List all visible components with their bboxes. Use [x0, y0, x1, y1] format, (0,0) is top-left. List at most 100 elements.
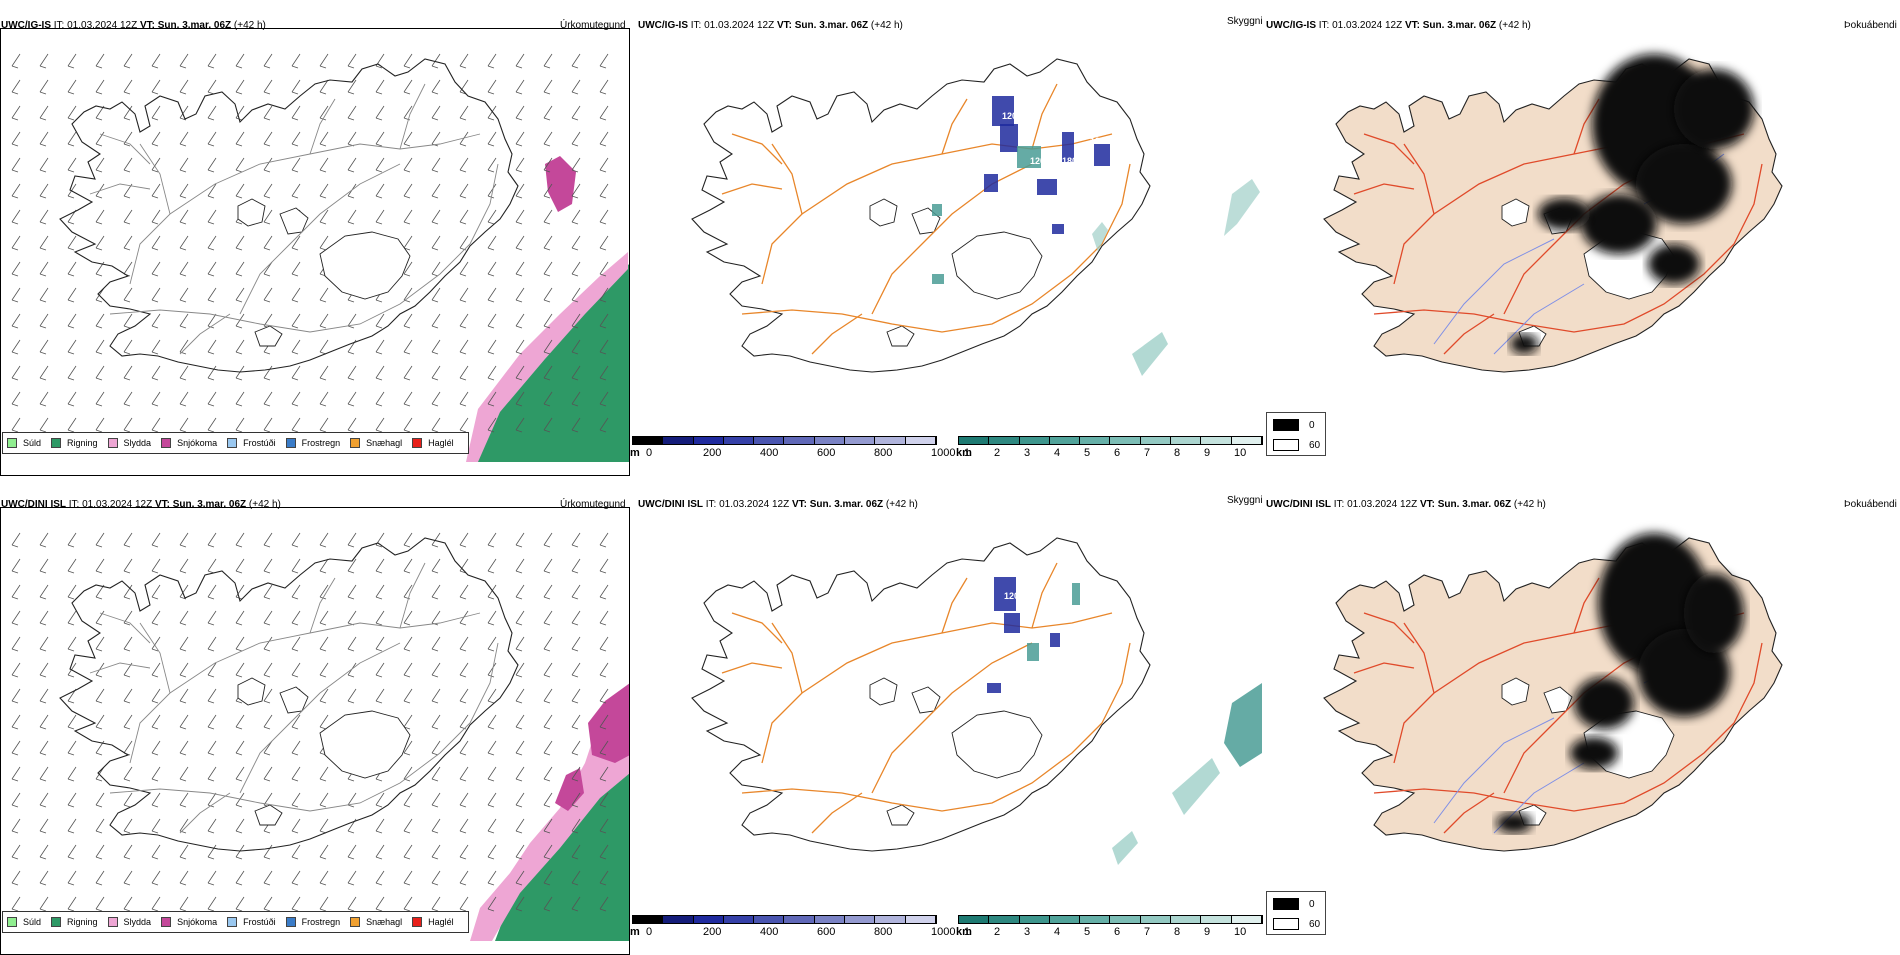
wind-barb [459, 53, 469, 69]
legend-item: Haglél [412, 917, 454, 927]
glacier-outline [869, 198, 898, 227]
road-line [309, 577, 336, 634]
road-line [941, 577, 968, 634]
wind-barb [11, 261, 21, 277]
wind-barb [235, 339, 245, 355]
glacier-outline [886, 325, 915, 347]
valid-time: Sun. 3.mar. 06Z [794, 20, 869, 31]
fog-blob [1648, 244, 1700, 284]
wind-barb [263, 105, 273, 121]
wind-barb [599, 662, 609, 678]
cloud-value-label: 120 [1004, 591, 1019, 601]
wind-barb [11, 417, 21, 433]
wind-barb [67, 662, 77, 678]
wind-barb [571, 610, 581, 626]
wind-barb [39, 532, 49, 548]
wind-barb [151, 287, 161, 303]
wind-barb [67, 584, 77, 600]
road-line [811, 792, 863, 834]
wind-barb [207, 532, 217, 548]
panel-precip-type-row1: UWC/IG-IS IT: 01.03.2024 12Z VT: Sun. 3.… [0, 14, 632, 476]
wind-barb [263, 558, 273, 574]
wind-barb [291, 105, 301, 121]
cloud-cell [987, 683, 1001, 693]
wind-barb [347, 870, 357, 886]
wind-barb [179, 766, 189, 782]
rain-area [470, 264, 630, 462]
wind-barb [235, 391, 245, 407]
wind-barb [431, 818, 441, 834]
road-line [761, 133, 1113, 285]
wind-barb [67, 417, 77, 433]
wind-barb [431, 870, 441, 886]
wind-barb [95, 417, 105, 433]
colorbar-tick: 10 [1234, 447, 1247, 459]
wind-barb [431, 417, 441, 433]
wind-barb [67, 740, 77, 756]
wind-barb [151, 714, 161, 730]
road-line [129, 612, 481, 764]
wind-barb [459, 209, 469, 225]
wind-barb [543, 261, 553, 277]
snow-area [555, 768, 584, 811]
wind-barb [319, 662, 329, 678]
model-name: UWC/IG-IS [1266, 20, 1316, 31]
wind-barb [459, 365, 469, 381]
road-line [1353, 662, 1415, 674]
legend-label: Frostregn [301, 917, 341, 927]
colorbar-segment [989, 916, 1020, 923]
vt-label: VT: [1404, 20, 1420, 31]
cloud-cell [932, 204, 942, 216]
wind-barb [571, 365, 581, 381]
valid-time: Sun. 3.mar. 06Z [809, 499, 884, 510]
wind-barb [11, 688, 21, 704]
wind-barb [67, 105, 77, 121]
glacier-outline [237, 198, 266, 227]
road-line [109, 722, 471, 812]
wind-barb [39, 183, 49, 199]
wind-barb [207, 662, 217, 678]
wind-barb [67, 636, 77, 652]
wind-barb [207, 105, 217, 121]
fog-legend-row2: 0 60 [1266, 891, 1326, 935]
wind-barb [263, 766, 273, 782]
wind-barb [207, 740, 217, 756]
wind-barb [123, 896, 133, 912]
wind-barb [95, 870, 105, 886]
wind-barb [571, 818, 581, 834]
wind-barb [11, 636, 21, 652]
wind-barb [179, 131, 189, 147]
wind-barb [599, 896, 609, 912]
wind-barb [179, 688, 189, 704]
legend-item: Slydda [107, 917, 151, 927]
wind-barb [207, 584, 217, 600]
wind-barb [319, 53, 329, 69]
wind-barb [459, 662, 469, 678]
cloud-value-label: 120 [1002, 111, 1017, 121]
wind-barb [179, 532, 189, 548]
wind-barb [123, 417, 133, 433]
legend-item: Frostúði [227, 438, 276, 448]
colorbar-segment [663, 916, 694, 923]
wind-barb [543, 558, 553, 574]
wind-barb [431, 844, 441, 860]
wind-barb [431, 365, 441, 381]
cloud-cell [992, 96, 1014, 126]
wind-barb [347, 391, 357, 407]
road-line [129, 133, 481, 285]
road-line [1573, 577, 1600, 634]
map-precip-row1 [11, 53, 630, 462]
wind-barb [207, 636, 217, 652]
wind-barb [123, 818, 133, 834]
road-line [399, 83, 426, 150]
wind-barb [319, 417, 329, 433]
fog-blob [1510, 334, 1538, 354]
wind-barb [403, 391, 413, 407]
wind-barb [179, 365, 189, 381]
wind-barb [515, 339, 525, 355]
glacier-outline [279, 686, 309, 714]
wind-barb [235, 157, 245, 173]
wind-barb [263, 662, 273, 678]
wind-barb [235, 131, 245, 147]
wind-barb [487, 844, 497, 860]
